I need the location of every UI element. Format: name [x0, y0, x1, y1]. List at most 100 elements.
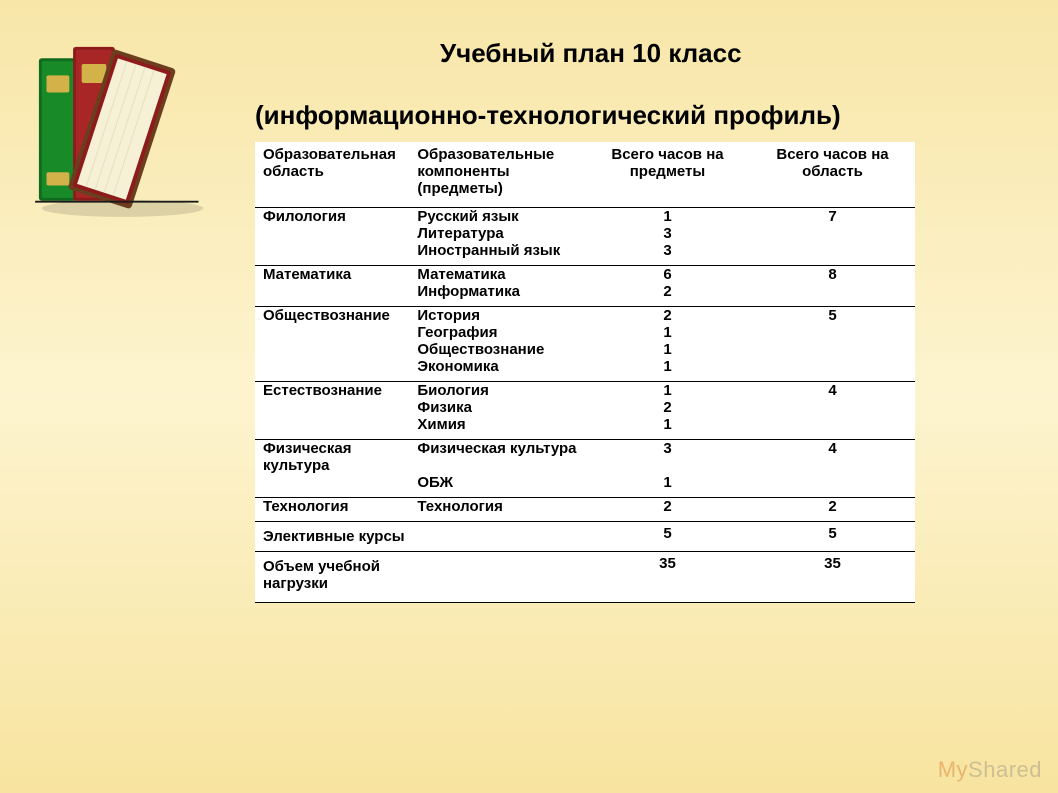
cell-area-hours: 8	[750, 266, 915, 284]
col-hours-subject: Всего часов на предметы	[585, 142, 750, 208]
cell-hours: 2	[585, 498, 750, 522]
cell-hours: 2	[585, 399, 750, 416]
cell-hours: 1	[585, 416, 750, 440]
cell-hours: 1	[585, 208, 750, 226]
cell-area: Естествознание	[255, 382, 413, 400]
table-row: Химия1	[255, 416, 915, 440]
cell-area	[255, 242, 413, 266]
table-row: Иностранный язык3	[255, 242, 915, 266]
cell-area-hours: 2	[750, 498, 915, 522]
cell-area-hours: 5	[750, 307, 915, 325]
cell-area-hours: 4	[750, 382, 915, 400]
cell-subject	[413, 552, 585, 603]
row-total: Объем учебной нагрузки 3535	[255, 552, 915, 603]
table-row: ОБЖ1	[255, 474, 915, 498]
cell-hours: 3	[585, 242, 750, 266]
cell-subject: Обществознание	[413, 341, 585, 358]
cell-subject: История	[413, 307, 585, 325]
table-row: Физическая культураФизическая культура34	[255, 440, 915, 475]
cell-subject: Иностранный язык	[413, 242, 585, 266]
table-row: МатематикаМатематика68	[255, 266, 915, 284]
watermark-shared: Shared	[968, 757, 1042, 782]
cell-subject: Физика	[413, 399, 585, 416]
cell-subject: ОБЖ	[413, 474, 585, 498]
cell-area-hours: 5	[750, 522, 915, 552]
cell-area	[255, 324, 413, 341]
cell-area-hours	[750, 283, 915, 307]
cell-area-hours	[750, 324, 915, 341]
books-icon	[18, 20, 208, 220]
cell-area: Обществознание	[255, 307, 413, 325]
cell-area-hours	[750, 399, 915, 416]
cell-hours: 1	[585, 474, 750, 498]
table-row: ТехнологияТехнология22	[255, 498, 915, 522]
watermark-my: My	[938, 757, 968, 782]
cell-hours: 35	[585, 552, 750, 603]
cell-subject: Русский язык	[413, 208, 585, 226]
table-row: ФилологияРусский язык17	[255, 208, 915, 226]
cell-area	[255, 399, 413, 416]
col-component: Образовательные компоненты (предметы)	[413, 142, 585, 208]
table-header-row: Образовательная область Образовательные …	[255, 142, 915, 208]
col-hours-area: Всего часов на область	[750, 142, 915, 208]
cell-area-hours: 4	[750, 440, 915, 475]
table-row: Экономика1	[255, 358, 915, 382]
cell-area	[255, 341, 413, 358]
curriculum-table: Образовательная область Образовательные …	[255, 142, 915, 603]
cell-hours: 6	[585, 266, 750, 284]
table-row: Информатика2	[255, 283, 915, 307]
col-area: Образовательная область	[255, 142, 413, 208]
cell-hours: 3	[585, 225, 750, 242]
cell-area	[255, 416, 413, 440]
cell-area-hours	[750, 474, 915, 498]
cell-hours: 2	[585, 307, 750, 325]
cell-hours: 1	[585, 382, 750, 400]
cell-area	[255, 283, 413, 307]
cell-subject: Математика	[413, 266, 585, 284]
books-illustration	[18, 20, 208, 220]
table-row: Обществознание1	[255, 341, 915, 358]
table-row: Литература3	[255, 225, 915, 242]
cell-hours: 1	[585, 341, 750, 358]
cell-area	[255, 225, 413, 242]
table-row: ОбществознаниеИстория25	[255, 307, 915, 325]
table-row: Физика2	[255, 399, 915, 416]
cell-subject: Технология	[413, 498, 585, 522]
cell-area: Элективные курсы	[255, 522, 413, 552]
cell-hours: 2	[585, 283, 750, 307]
cell-subject: Биология	[413, 382, 585, 400]
cell-hours: 3	[585, 440, 750, 475]
slide: Учебный план 10 класс (информационно-тех…	[0, 0, 1058, 793]
cell-subject: Физическая культура	[413, 440, 585, 475]
cell-area-hours	[750, 358, 915, 382]
cell-area-hours: 35	[750, 552, 915, 603]
cell-hours: 5	[585, 522, 750, 552]
cell-subject	[413, 522, 585, 552]
cell-hours: 1	[585, 324, 750, 341]
cell-subject: Химия	[413, 416, 585, 440]
cell-area-hours	[750, 416, 915, 440]
cell-area: Физическая культура	[255, 440, 413, 475]
cell-area: Филология	[255, 208, 413, 226]
cell-area-hours	[750, 225, 915, 242]
cell-area	[255, 358, 413, 382]
page-subtitle: (информационно-технологический профиль)	[255, 100, 841, 131]
cell-area-hours: 7	[750, 208, 915, 226]
cell-subject: Информатика	[413, 283, 585, 307]
cell-area	[255, 474, 413, 498]
cell-area: Объем учебной нагрузки	[255, 552, 413, 603]
cell-area: Математика	[255, 266, 413, 284]
cell-area-hours	[750, 242, 915, 266]
cell-subject: Литература	[413, 225, 585, 242]
cell-subject: Экономика	[413, 358, 585, 382]
table-row: География1	[255, 324, 915, 341]
table-row: ЕстествознаниеБиология14	[255, 382, 915, 400]
watermark: MyShared	[938, 757, 1042, 783]
page-title: Учебный план 10 класс	[440, 38, 742, 69]
cell-area-hours	[750, 341, 915, 358]
cell-subject: География	[413, 324, 585, 341]
cell-hours: 1	[585, 358, 750, 382]
table: Образовательная область Образовательные …	[255, 142, 915, 603]
cell-area: Технология	[255, 498, 413, 522]
row-elective: Элективные курсы 55	[255, 522, 915, 552]
